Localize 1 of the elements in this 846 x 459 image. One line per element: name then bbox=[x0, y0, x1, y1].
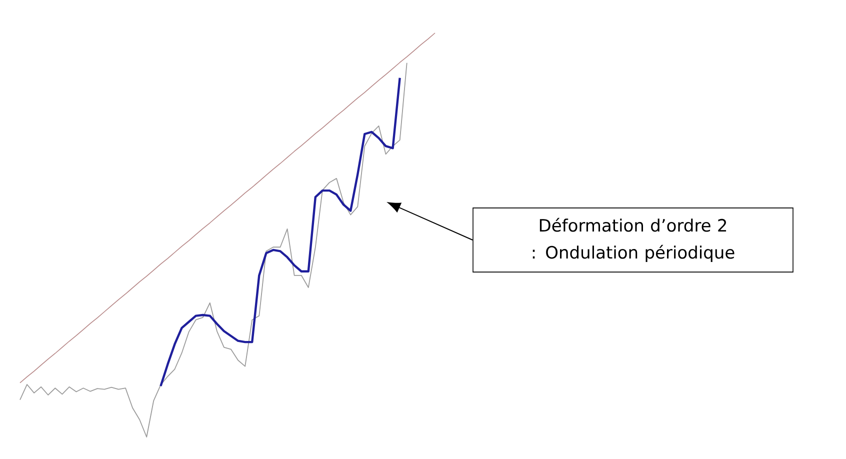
text: Déformation d’ordre 2 : Ondulation périodique bbox=[532, 218, 734, 262]
